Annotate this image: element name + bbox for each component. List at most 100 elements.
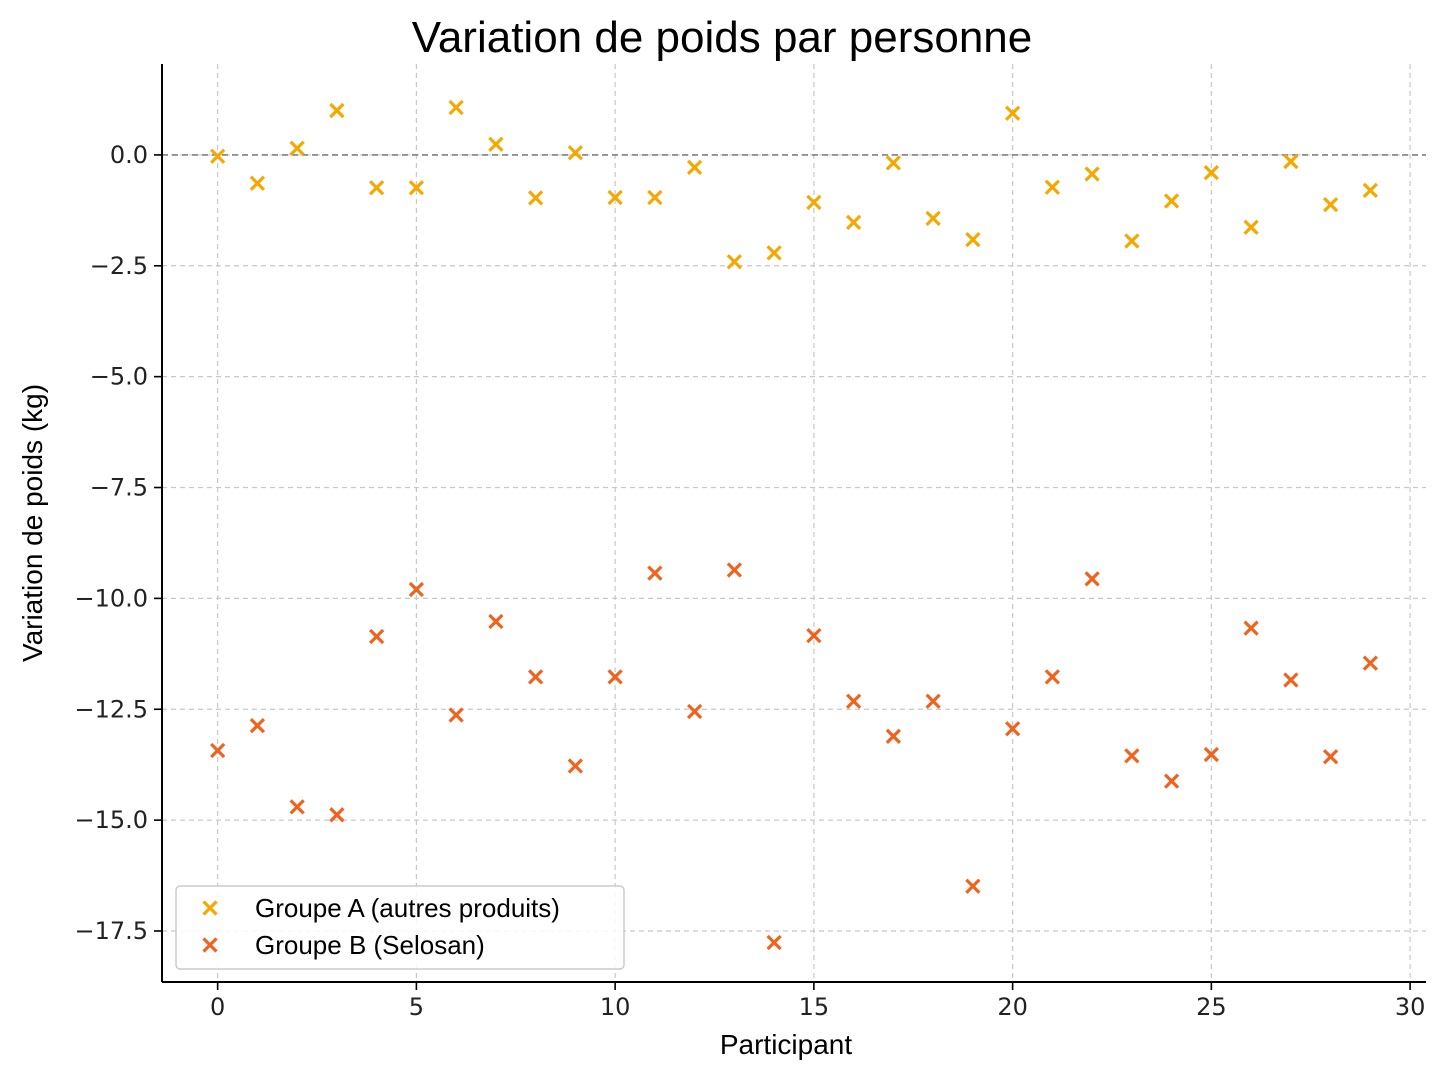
data-point — [329, 102, 345, 119]
x-marker-stroke — [607, 669, 623, 685]
legend: Groupe A (autres produits) Groupe B (Sel… — [175, 885, 625, 970]
x-marker-stroke — [647, 189, 663, 206]
x-marker-stroke — [1124, 748, 1140, 764]
data-point — [1362, 655, 1378, 671]
data-point — [925, 693, 941, 709]
data-point — [488, 136, 504, 152]
data-point — [607, 669, 623, 685]
legend-frame — [175, 885, 625, 970]
x-marker-stroke — [1322, 196, 1339, 213]
x-marker-stroke — [766, 245, 782, 261]
x-marker-stroke — [1362, 655, 1378, 671]
x-marker-stroke — [1124, 233, 1140, 249]
data-point — [448, 707, 464, 723]
legend-marker-groupe-b — [202, 937, 218, 953]
data-point — [647, 565, 663, 581]
data-point — [448, 99, 464, 116]
y-tick-label: −12.5 — [74, 695, 148, 723]
data-point — [329, 807, 345, 823]
legend-label-groupe-a: Groupe A (autres produits) — [255, 893, 560, 923]
x-marker-stroke — [1163, 193, 1180, 209]
x-tick-label: 20 — [997, 993, 1028, 1021]
x-tick-label: 30 — [1395, 993, 1426, 1021]
data-point — [567, 758, 584, 774]
x-tick-label: 0 — [210, 993, 225, 1021]
x-marker-stroke — [1243, 620, 1259, 636]
data-point — [1322, 196, 1339, 213]
data-point — [1322, 749, 1339, 765]
data-point — [726, 254, 743, 270]
data-point — [528, 669, 544, 685]
data-point — [1124, 748, 1140, 764]
data-point — [1044, 179, 1060, 195]
data-point — [1084, 166, 1100, 182]
data-point — [1362, 182, 1378, 199]
x-marker-stroke — [1084, 571, 1100, 587]
x-marker-stroke — [289, 799, 305, 815]
data-point — [845, 693, 862, 709]
y-tick-label: −10.0 — [74, 584, 148, 612]
data-point — [1243, 219, 1259, 235]
x-marker-stroke — [329, 807, 345, 823]
x-marker-stroke — [488, 613, 504, 630]
x-marker-stroke — [408, 581, 425, 598]
x-marker-stroke — [1203, 746, 1219, 763]
data-point — [488, 613, 504, 630]
data-point — [528, 190, 544, 206]
data-point — [369, 628, 385, 645]
data-point — [567, 145, 584, 161]
x-tick-label: 25 — [1196, 993, 1227, 1021]
x-marker-stroke — [806, 628, 822, 644]
data-point — [289, 140, 305, 156]
x-marker-stroke — [210, 148, 226, 164]
x-marker-stroke — [1362, 182, 1378, 199]
data-point — [647, 189, 663, 206]
data-point — [686, 703, 703, 720]
axes: 0 5 10 15 20 25 30 0.0 −2.5 −5.0 −7.5 −10.0 −12.5 −15… — [74, 64, 1426, 1021]
y-tick-label: −5.0 — [90, 363, 148, 391]
data-point — [249, 175, 266, 191]
x-marker-stroke — [726, 254, 743, 270]
data-point — [289, 799, 305, 815]
series-groupe-b — [210, 562, 1378, 951]
data-point — [607, 189, 623, 206]
x-marker-stroke — [567, 758, 584, 774]
x-marker-stroke — [885, 728, 902, 744]
data-point — [885, 728, 902, 744]
data-points — [210, 99, 1378, 951]
x-marker-stroke — [528, 669, 544, 685]
x-marker-stroke — [488, 136, 504, 152]
data-point — [369, 180, 385, 196]
data-point — [1004, 105, 1021, 121]
data-point — [806, 194, 822, 210]
data-point — [1243, 620, 1259, 636]
data-point — [249, 718, 266, 734]
x-marker-stroke — [845, 693, 862, 709]
data-point — [408, 581, 425, 598]
data-point — [1203, 165, 1219, 181]
y-tick-label: −17.5 — [74, 917, 148, 945]
x-marker-stroke — [202, 937, 218, 953]
x-marker-stroke — [965, 231, 981, 248]
data-point — [210, 148, 226, 164]
x-marker-stroke — [607, 189, 623, 206]
y-tick-label: −15.0 — [74, 806, 148, 834]
x-marker-stroke — [1044, 179, 1060, 195]
x-marker-stroke — [1283, 153, 1299, 170]
x-marker-stroke — [369, 628, 385, 645]
y-tick-label: −2.5 — [90, 252, 148, 280]
x-marker-stroke — [1163, 773, 1180, 789]
x-marker-stroke — [925, 210, 941, 226]
data-point — [1124, 233, 1140, 249]
x-marker-stroke — [289, 140, 305, 156]
grid-lines — [162, 64, 1426, 982]
x-marker-stroke — [1044, 669, 1060, 685]
x-tick-label: 15 — [799, 993, 830, 1021]
x-marker-stroke — [202, 900, 218, 916]
y-tick-label: −7.5 — [90, 474, 148, 502]
x-marker-stroke — [1084, 166, 1100, 182]
data-point — [965, 878, 981, 894]
data-point — [686, 159, 703, 175]
x-marker-stroke — [686, 703, 703, 720]
